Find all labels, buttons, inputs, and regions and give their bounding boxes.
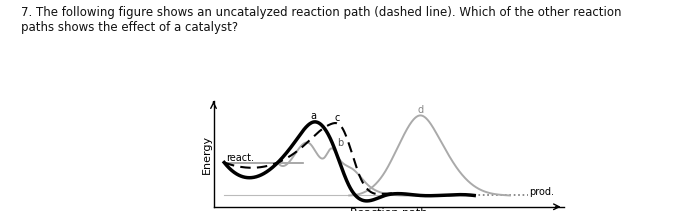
Text: 7. The following figure shows an uncatalyzed reaction path (dashed line). Which : 7. The following figure shows an uncatal…	[21, 6, 622, 34]
Y-axis label: Energy: Energy	[202, 134, 212, 174]
Text: a: a	[311, 111, 316, 121]
Text: prod.: prod.	[530, 187, 554, 196]
Text: b: b	[337, 138, 344, 147]
X-axis label: Reaction path: Reaction path	[350, 208, 427, 211]
Text: react.: react.	[226, 153, 254, 163]
Text: d: d	[418, 105, 424, 115]
Text: c: c	[334, 113, 340, 123]
